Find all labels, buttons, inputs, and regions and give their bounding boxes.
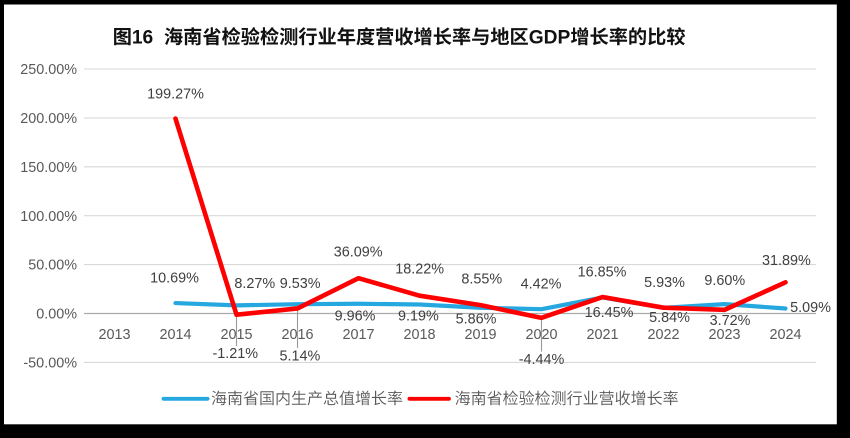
svg-text:2022: 2022 bbox=[647, 327, 679, 343]
svg-text:5.84%: 5.84% bbox=[649, 310, 690, 326]
svg-text:5.93%: 5.93% bbox=[644, 275, 685, 291]
svg-text:199.27%: 199.27% bbox=[147, 87, 204, 103]
svg-text:9.53%: 9.53% bbox=[280, 276, 321, 292]
svg-text:9.19%: 9.19% bbox=[398, 308, 439, 324]
svg-text:2019: 2019 bbox=[464, 327, 496, 343]
svg-text:-4.44%: -4.44% bbox=[519, 352, 565, 368]
svg-text:0.00%: 0.00% bbox=[36, 307, 77, 323]
svg-text:5.86%: 5.86% bbox=[456, 312, 497, 328]
svg-text:150.00%: 150.00% bbox=[20, 160, 77, 176]
svg-text:5.09%: 5.09% bbox=[790, 300, 831, 316]
svg-text:2015: 2015 bbox=[220, 327, 252, 343]
svg-text:18.22%: 18.22% bbox=[395, 262, 444, 278]
svg-text:8.27%: 8.27% bbox=[234, 276, 275, 292]
svg-text:2024: 2024 bbox=[769, 327, 801, 343]
svg-text:2021: 2021 bbox=[586, 327, 618, 343]
svg-text:4.42%: 4.42% bbox=[521, 277, 562, 293]
svg-text:10.69%: 10.69% bbox=[150, 271, 199, 287]
svg-text:31.89%: 31.89% bbox=[762, 253, 811, 269]
svg-text:200.00%: 200.00% bbox=[20, 111, 77, 127]
svg-text:2023: 2023 bbox=[708, 327, 740, 343]
svg-text:3.72%: 3.72% bbox=[710, 313, 751, 329]
svg-text:2017: 2017 bbox=[342, 327, 374, 343]
svg-text:50.00%: 50.00% bbox=[28, 258, 77, 274]
svg-text:2014: 2014 bbox=[159, 327, 191, 343]
svg-text:GDP: GDP bbox=[529, 28, 571, 49]
svg-text:9.60%: 9.60% bbox=[704, 273, 745, 289]
svg-text:8.55%: 8.55% bbox=[461, 272, 502, 288]
svg-text:9.96%: 9.96% bbox=[335, 308, 376, 324]
svg-text:16.85%: 16.85% bbox=[578, 264, 627, 280]
svg-text:250.00%: 250.00% bbox=[20, 62, 77, 78]
svg-text:2016: 2016 bbox=[281, 327, 313, 343]
svg-text:2020: 2020 bbox=[525, 327, 557, 343]
svg-text:16.45%: 16.45% bbox=[585, 305, 634, 321]
svg-text:16: 16 bbox=[132, 28, 153, 49]
svg-text:2013: 2013 bbox=[98, 327, 130, 343]
svg-text:5.14%: 5.14% bbox=[279, 349, 320, 365]
svg-text:-1.21%: -1.21% bbox=[212, 346, 258, 362]
svg-text:36.09%: 36.09% bbox=[334, 245, 383, 261]
svg-text:2018: 2018 bbox=[403, 327, 435, 343]
svg-text:100.00%: 100.00% bbox=[20, 209, 77, 225]
svg-text:-50.00%: -50.00% bbox=[23, 356, 77, 372]
